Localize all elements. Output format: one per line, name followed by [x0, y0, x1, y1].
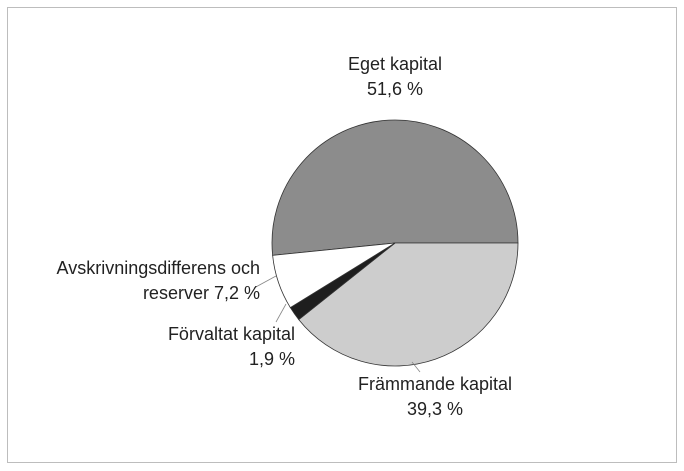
leader-line: [253, 275, 277, 289]
value-label: 1,9 %: [248, 349, 295, 369]
leader-line: [275, 303, 287, 323]
pie-slice: [271, 119, 519, 256]
value-label: 7,2 %: [213, 283, 260, 303]
value-label: 39,3 %: [406, 399, 464, 419]
slice-label: Främmande kapital 39,3 %: [335, 372, 535, 422]
chart-frame: [7, 7, 677, 463]
pie-slice: [272, 242, 396, 309]
slice-label: Eget kapital 51,6 %: [295, 52, 495, 102]
slice-label: Avskrivningsdifferens och reserver 7,2 %: [40, 256, 260, 306]
category-label: Främmande kapital: [357, 374, 513, 394]
category-label: Avskrivningsdifferens och reserver: [56, 258, 260, 303]
leader-line: [411, 361, 421, 373]
slice-label: Förvaltat kapital 1,9 %: [120, 322, 295, 372]
value-label: 51,6 %: [366, 79, 424, 99]
category-label: Förvaltat kapital: [167, 324, 295, 344]
category-label: Eget kapital: [347, 54, 443, 74]
pie-slice: [298, 242, 519, 367]
